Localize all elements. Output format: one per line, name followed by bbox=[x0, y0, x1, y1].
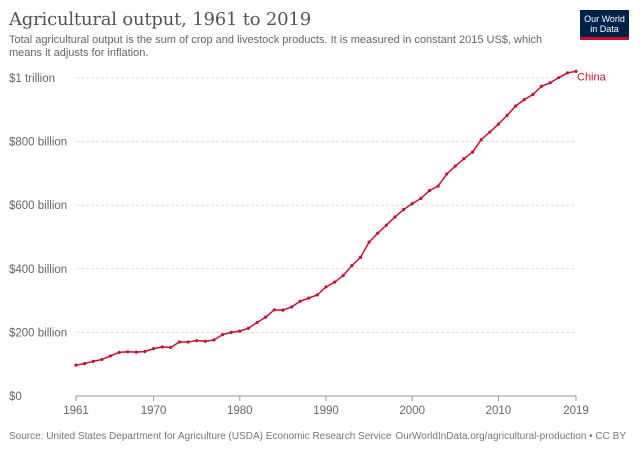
x-tick-label: 2010 bbox=[486, 405, 512, 417]
data-point[interactable] bbox=[453, 164, 457, 168]
data-point[interactable] bbox=[445, 172, 449, 176]
y-tick-label: $200 billion bbox=[9, 327, 67, 339]
data-point[interactable] bbox=[522, 98, 526, 102]
data-point[interactable] bbox=[462, 157, 466, 161]
series-layer: China bbox=[74, 69, 607, 367]
data-point[interactable] bbox=[393, 215, 397, 219]
data-point[interactable] bbox=[548, 81, 552, 85]
source-note: Source: United States Department for Agr… bbox=[9, 431, 392, 442]
chart-subtitle: Total agricultural output is the sum of … bbox=[9, 34, 543, 59]
data-point[interactable] bbox=[117, 350, 121, 355]
logo-line-2: in Data bbox=[590, 23, 619, 34]
owid-logo[interactable]: Our World in Data bbox=[580, 10, 629, 40]
data-point[interactable] bbox=[238, 329, 242, 333]
data-point[interactable] bbox=[341, 273, 345, 278]
attribution-link[interactable]: OurWorldInData.org/agricultural-producti… bbox=[395, 431, 626, 442]
data-point[interactable] bbox=[255, 320, 259, 325]
data-point[interactable] bbox=[264, 315, 268, 319]
data-point[interactable] bbox=[333, 280, 337, 284]
data-point[interactable] bbox=[376, 231, 380, 235]
data-point[interactable] bbox=[151, 347, 156, 351]
data-point[interactable] bbox=[505, 113, 509, 118]
y-tick-label: $400 billion bbox=[9, 264, 67, 276]
data-point[interactable] bbox=[384, 223, 388, 227]
data-point[interactable] bbox=[557, 76, 561, 80]
x-axis-ticks bbox=[75, 396, 577, 401]
x-tick-label: 2019 bbox=[563, 405, 589, 417]
x-tick-label: 1961 bbox=[63, 405, 89, 417]
data-point[interactable] bbox=[315, 293, 319, 297]
y-tick-label: $1 trillion bbox=[9, 73, 55, 85]
data-point[interactable] bbox=[401, 208, 406, 212]
data-point[interactable] bbox=[514, 104, 518, 108]
data-point[interactable] bbox=[410, 202, 414, 206]
x-tick-label: 1990 bbox=[313, 405, 339, 417]
data-point[interactable] bbox=[470, 150, 475, 154]
x-tick-label: 1980 bbox=[227, 405, 253, 417]
data-point[interactable] bbox=[126, 350, 130, 354]
gridlines bbox=[76, 77, 576, 333]
x-axis-labels: 1961 1970 1980 1990 2000 2010 2019 bbox=[63, 405, 589, 417]
data-point[interactable] bbox=[358, 255, 363, 259]
data-point[interactable] bbox=[195, 339, 199, 343]
data-point[interactable] bbox=[220, 333, 225, 337]
y-tick-label: $600 billion bbox=[9, 200, 67, 212]
data-point[interactable] bbox=[91, 359, 95, 363]
data-point[interactable] bbox=[479, 138, 483, 142]
data-point[interactable] bbox=[289, 305, 294, 309]
data-point[interactable] bbox=[186, 340, 190, 344]
data-point[interactable] bbox=[281, 308, 285, 312]
data-point[interactable] bbox=[74, 363, 78, 367]
data-point[interactable] bbox=[367, 240, 371, 244]
data-point[interactable] bbox=[134, 350, 138, 354]
data-point[interactable] bbox=[177, 340, 182, 344]
data-point[interactable] bbox=[350, 264, 354, 268]
data-point[interactable] bbox=[496, 122, 501, 126]
data-point[interactable] bbox=[160, 345, 164, 349]
data-point[interactable] bbox=[324, 285, 328, 289]
series-label-china: China bbox=[577, 71, 607, 83]
data-point[interactable] bbox=[488, 130, 492, 134]
data-point[interactable] bbox=[272, 308, 276, 312]
data-point[interactable] bbox=[531, 92, 535, 97]
data-point[interactable] bbox=[83, 361, 87, 366]
data-point[interactable] bbox=[108, 354, 113, 358]
data-point[interactable] bbox=[574, 69, 578, 73]
y-axis-labels: $0 $200 billion $400 billion $600 billion $8… bbox=[9, 73, 67, 403]
x-tick-label: 2000 bbox=[399, 405, 425, 417]
data-point[interactable] bbox=[427, 188, 432, 193]
data-point[interactable] bbox=[565, 71, 569, 75]
data-point[interactable] bbox=[436, 184, 440, 188]
data-point[interactable] bbox=[229, 330, 233, 334]
data-point[interactable] bbox=[169, 345, 173, 349]
data-point[interactable] bbox=[143, 349, 147, 354]
data-point[interactable] bbox=[419, 196, 423, 201]
data-point[interactable] bbox=[212, 338, 216, 342]
data-point[interactable] bbox=[203, 339, 207, 343]
series-line-china[interactable] bbox=[75, 70, 577, 366]
y-tick-label: $800 billion bbox=[9, 137, 67, 149]
data-point[interactable] bbox=[298, 299, 302, 303]
y-tick-label: $0 bbox=[9, 391, 22, 403]
data-point[interactable] bbox=[307, 296, 311, 300]
x-tick-label: 1970 bbox=[141, 405, 167, 417]
data-point[interactable] bbox=[100, 357, 104, 362]
data-point[interactable] bbox=[246, 326, 251, 330]
logo-line-1: Our World bbox=[584, 13, 625, 24]
data-point[interactable] bbox=[539, 84, 544, 88]
chart-title: Agricultural output, 1961 to 2019 bbox=[9, 9, 311, 30]
